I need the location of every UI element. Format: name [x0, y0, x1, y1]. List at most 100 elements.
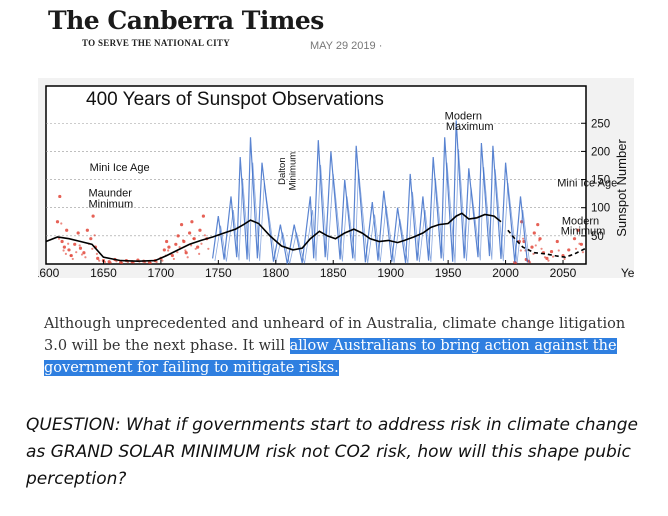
- x-axis-label: Year: [621, 266, 634, 278]
- x-tick-label: 1950: [435, 266, 462, 278]
- red-data-point: [198, 252, 201, 255]
- red-data-point: [103, 260, 107, 264]
- red-data-point: [176, 251, 179, 254]
- red-data-point: [538, 237, 542, 241]
- annotation-label: Maximum: [446, 121, 494, 133]
- sunspot-chart: 400 Years of Sunspot Observations Mini Ic…: [38, 85, 634, 278]
- red-data-point: [574, 247, 578, 250]
- y-tick-label: 150: [591, 175, 610, 187]
- red-data-point: [165, 239, 169, 244]
- chart-frame: 400 Years of Sunspot Observations Mini Ic…: [38, 78, 634, 278]
- red-data-point: [192, 237, 196, 241]
- smoothed-forecast-line: [507, 229, 587, 259]
- red-data-point: [186, 256, 189, 259]
- red-data-point: [190, 244, 193, 247]
- red-data-point: [196, 245, 200, 249]
- tagline: TO SERVE THE NATIONAL CITY: [82, 38, 231, 48]
- red-data-point: [170, 253, 174, 258]
- red-data-point: [115, 260, 118, 263]
- red-data-point: [78, 246, 83, 250]
- red-data-point: [572, 237, 577, 241]
- article-text-plain: Although unprecedented and unheard of in…: [44, 316, 626, 354]
- x-tick-label: 1750: [205, 266, 232, 278]
- red-data-point: [190, 220, 194, 224]
- annotation-label: Dalton: [277, 157, 288, 184]
- red-data-point: [540, 247, 543, 250]
- red-data-point: [60, 222, 63, 225]
- red-data-point: [536, 222, 540, 227]
- red-data-point: [69, 253, 73, 258]
- x-tick-label: 1650: [90, 266, 117, 278]
- red-data-point: [149, 261, 153, 265]
- red-data-point: [60, 239, 64, 244]
- red-data-point: [95, 252, 99, 255]
- y-tick-label: 200: [591, 146, 610, 158]
- red-data-point: [184, 249, 187, 252]
- red-data-point: [73, 242, 77, 246]
- blue-sunspot-series-detail: [214, 149, 531, 265]
- red-data-point: [547, 259, 550, 262]
- red-data-point: [76, 231, 80, 235]
- red-data-point: [67, 248, 71, 252]
- red-data-point: [581, 251, 585, 254]
- red-data-point: [62, 249, 65, 252]
- red-data-point: [178, 246, 181, 249]
- red-data-point: [98, 259, 101, 262]
- red-data-point: [109, 261, 112, 264]
- red-data-point: [534, 244, 537, 247]
- red-data-point: [96, 256, 100, 260]
- red-data-point: [121, 261, 124, 265]
- red-data-point: [82, 251, 86, 255]
- x-tick-label: 1900: [377, 266, 404, 278]
- red-data-point: [174, 242, 178, 246]
- x-tick-label: 2050: [550, 266, 577, 278]
- red-data-point: [519, 249, 522, 252]
- red-data-point: [176, 234, 180, 238]
- red-data-point: [167, 249, 170, 252]
- red-data-point: [91, 247, 94, 250]
- x-tick-label: 2000: [492, 266, 519, 278]
- red-data-point: [57, 237, 61, 240]
- red-data-point: [200, 242, 203, 245]
- red-data-point: [576, 228, 580, 232]
- red-data-point: [155, 260, 158, 264]
- y-tick-label: 250: [591, 118, 610, 130]
- smoothed-average-line: [45, 212, 502, 263]
- red-data-point: [563, 257, 566, 261]
- red-data-point: [549, 250, 554, 254]
- x-tick-label: 1600: [38, 266, 60, 278]
- red-data-point: [182, 239, 186, 244]
- annotation-label: Mini Ice Age: [90, 162, 150, 174]
- annotation-label: Minimum: [561, 226, 606, 238]
- red-data-point: [161, 259, 164, 262]
- red-data-point: [184, 251, 188, 255]
- red-data-point: [89, 237, 93, 241]
- red-data-point: [207, 247, 210, 250]
- red-data-point: [64, 252, 67, 255]
- red-data-point: [194, 247, 197, 250]
- red-data-point: [579, 242, 584, 246]
- red-data-point: [557, 249, 560, 252]
- red-data-point: [55, 220, 60, 224]
- red-data-point: [162, 248, 166, 252]
- annotation-label: Maunder: [89, 187, 133, 199]
- chart-title: 400 Years of Sunspot Observations: [86, 89, 384, 110]
- red-data-point: [551, 255, 555, 258]
- red-data-point: [58, 194, 62, 199]
- y-tick-label: 100: [591, 203, 610, 215]
- red-data-point: [80, 253, 84, 256]
- red-data-point: [201, 214, 206, 218]
- red-data-point: [132, 261, 135, 264]
- red-data-point: [522, 237, 525, 240]
- x-tick-label: 1850: [320, 266, 347, 278]
- y-axis-label: Sunspot Number: [614, 139, 629, 237]
- annotation-label: Modern: [562, 216, 599, 228]
- dateline: MAY 29 2019 ·: [310, 40, 383, 52]
- red-data-point: [67, 242, 70, 245]
- masthead: The Canberra Times: [48, 6, 324, 35]
- annotation-label: Minimum: [287, 152, 298, 191]
- red-data-point: [198, 228, 202, 232]
- red-data-point: [91, 214, 95, 218]
- red-data-point: [75, 251, 78, 254]
- red-data-point: [532, 231, 536, 235]
